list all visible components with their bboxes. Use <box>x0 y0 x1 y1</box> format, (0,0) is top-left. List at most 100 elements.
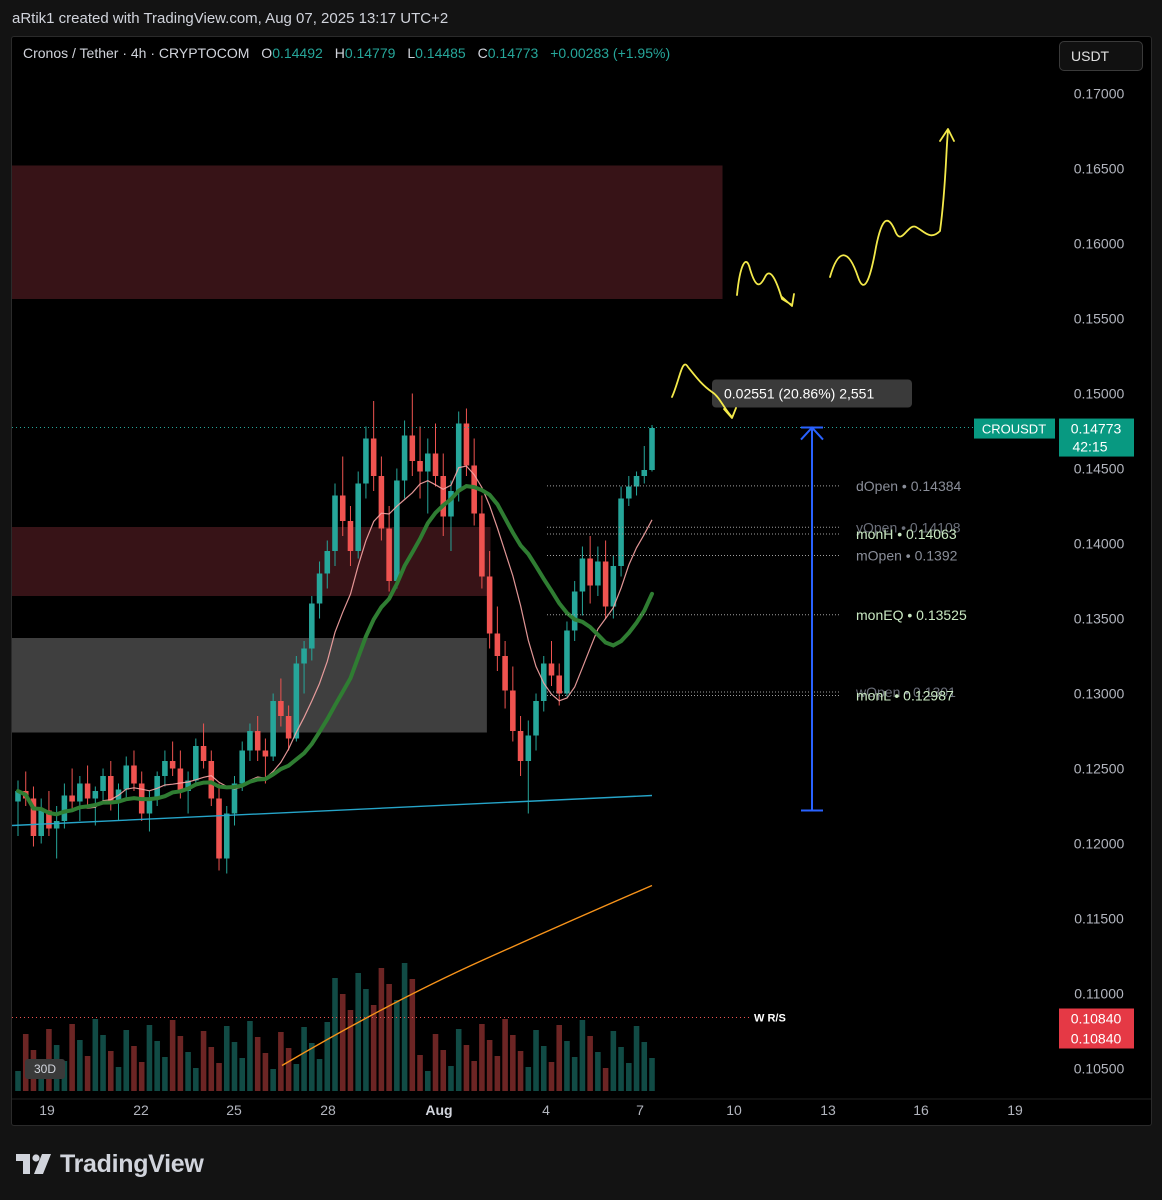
volume-bar <box>602 1068 609 1091</box>
volume-bar <box>185 1052 191 1091</box>
volume-bar <box>378 968 385 1091</box>
candle-body <box>208 761 215 799</box>
candle-body <box>649 428 655 470</box>
candle-body <box>216 798 222 859</box>
symbol-legend: Cronos / Tether · 4h · CRYPTOCOM O0.1449… <box>23 45 670 61</box>
candle-body <box>15 791 21 802</box>
volume-bar <box>254 1037 261 1091</box>
measure-label: 0.02551 (20.86%) 2,551 <box>724 386 874 402</box>
volume-bar <box>208 1047 215 1091</box>
candle-body <box>278 701 284 716</box>
measure-label-bg <box>712 379 912 408</box>
volume-bar <box>448 1066 454 1091</box>
y-tick-label: 0.12000 <box>1074 836 1125 852</box>
y-tick-label: 0.11500 <box>1074 911 1124 927</box>
chart-canvas[interactable]: 0.17000 0.16500 0.16000 0.15500 0.15000 0.145… <box>12 37 1152 1126</box>
volume-bar <box>610 1031 617 1091</box>
top-bar: aRtik1 created with TradingView.com, Aug… <box>0 0 1162 36</box>
candle-body <box>332 495 338 551</box>
candle-body <box>564 630 570 694</box>
volume-bar <box>517 1051 524 1091</box>
candle-body <box>262 750 269 757</box>
candle-body <box>486 576 493 634</box>
candle-body <box>46 810 52 829</box>
ema-fast-line <box>17 465 653 815</box>
candle-body <box>247 731 253 751</box>
symbol-badge <box>974 418 1055 439</box>
volume-bar <box>316 1059 323 1091</box>
volume-bar <box>270 1069 276 1091</box>
volume-bar <box>154 1041 160 1091</box>
volume-bar <box>146 1025 153 1091</box>
volume-bar <box>479 1024 485 1091</box>
volume-bar <box>193 1068 199 1091</box>
x-tick-label: 28 <box>320 1102 336 1118</box>
candle-body <box>370 438 377 476</box>
x-tick-label: 16 <box>913 1102 929 1118</box>
candle-body <box>177 768 184 791</box>
volume-bar <box>394 1000 400 1091</box>
volume-bar <box>525 1067 532 1091</box>
high-value: 0.14779 <box>344 45 396 61</box>
symbol-badge-label: CROUSDT <box>982 422 1046 437</box>
ema-slow-line <box>16 484 654 817</box>
volume-bar <box>649 1058 655 1091</box>
snapshot-credit: aRtik1 created with TradingView.com, Aug… <box>12 10 449 27</box>
candle-body <box>401 435 408 481</box>
symbol-title[interactable]: Cronos / Tether · 4h · CRYPTOCOM <box>23 45 250 61</box>
volume-bar <box>455 1029 462 1091</box>
resistance-zone-1 <box>12 527 491 596</box>
volume-bar <box>324 1022 331 1091</box>
volume-bar <box>370 1005 377 1091</box>
volume-bar <box>77 1040 83 1091</box>
volume-bar <box>285 1048 292 1091</box>
candle-body <box>595 561 601 586</box>
wrs-badge-value: 0.10840 <box>1071 1011 1122 1027</box>
open-value: 0.14492 <box>272 45 323 61</box>
candle-body <box>324 551 331 574</box>
chart-frame[interactable]: 0.17000 0.16500 0.16000 0.15500 0.15000 0.145… <box>11 36 1152 1126</box>
wrs-badge <box>1059 1008 1134 1049</box>
candle-body <box>510 690 516 731</box>
candle-body <box>193 746 199 781</box>
y-tick-label: 0.14500 <box>1074 461 1125 477</box>
volume-bar <box>363 989 369 1091</box>
volume-bar <box>486 1040 493 1091</box>
volume-bar <box>641 1042 648 1091</box>
candle-body <box>347 521 354 551</box>
volume-bar <box>123 1030 130 1091</box>
resistance-zone-0 <box>12 165 723 299</box>
low-value: 0.14485 <box>415 45 466 61</box>
candle-body <box>239 750 246 784</box>
y-tick-label: 0.16000 <box>1074 236 1125 252</box>
volume-bar <box>540 1046 547 1091</box>
candle-body <box>556 675 563 694</box>
candle-body <box>270 701 276 757</box>
x-tick-label: 10 <box>726 1102 742 1118</box>
y-tick-label: 0.16500 <box>1074 161 1125 177</box>
volume-bar <box>409 979 416 1091</box>
brand-footer[interactable]: TradingView <box>16 1148 204 1180</box>
level-label: yOpen • 0.14108 <box>856 519 961 535</box>
candle-body <box>424 453 431 472</box>
candle-body <box>316 573 323 604</box>
volume-bar <box>579 1020 586 1091</box>
volume-bar <box>463 1045 470 1091</box>
level-label: dOpen • 0.14384 <box>856 478 962 494</box>
volume-bar <box>177 1036 184 1091</box>
price-badge-value: 0.14773 <box>1071 421 1122 437</box>
volume-bar <box>401 963 408 1091</box>
candle-body <box>440 476 447 517</box>
level-label: monL • 0.12987 <box>856 687 954 703</box>
candle-body <box>448 491 454 517</box>
y-tick-label: 0.13000 <box>1074 686 1125 702</box>
y-tick-label: 0.12500 <box>1074 761 1125 777</box>
volume-bar <box>69 1024 75 1091</box>
volume-bar <box>510 1035 516 1091</box>
volume-bar <box>502 1019 508 1091</box>
y-tick-label: 0.13500 <box>1074 611 1125 627</box>
candle-body <box>293 663 300 739</box>
currency-button[interactable]: USDT <box>1059 41 1143 71</box>
volume-bar <box>548 1062 555 1091</box>
candle-body <box>471 465 477 514</box>
